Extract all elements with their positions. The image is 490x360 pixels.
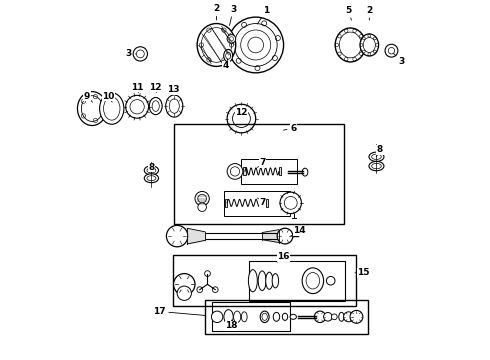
Bar <box>173 124 344 224</box>
Ellipse shape <box>144 166 159 175</box>
Bar <box>243 167 245 175</box>
Circle shape <box>280 192 301 213</box>
Text: 10: 10 <box>102 91 115 102</box>
Circle shape <box>228 17 284 73</box>
Text: 18: 18 <box>225 320 238 330</box>
Circle shape <box>173 274 195 295</box>
Circle shape <box>133 47 147 61</box>
Circle shape <box>211 311 223 323</box>
Bar <box>242 158 297 184</box>
Circle shape <box>197 287 203 293</box>
Ellipse shape <box>302 168 308 176</box>
Ellipse shape <box>260 311 269 323</box>
Text: 6: 6 <box>283 124 296 133</box>
Ellipse shape <box>273 312 280 321</box>
Text: 17: 17 <box>153 307 206 316</box>
Text: 11: 11 <box>131 83 144 93</box>
Ellipse shape <box>339 312 344 321</box>
Ellipse shape <box>369 152 384 161</box>
Ellipse shape <box>360 34 379 56</box>
Ellipse shape <box>166 95 183 117</box>
Circle shape <box>326 276 335 285</box>
Circle shape <box>385 44 398 57</box>
Text: 3: 3 <box>393 53 405 66</box>
Text: 13: 13 <box>167 85 179 95</box>
Bar <box>205 300 368 334</box>
Text: 7: 7 <box>258 198 265 207</box>
Circle shape <box>323 312 332 321</box>
Text: 3: 3 <box>229 5 236 26</box>
Ellipse shape <box>99 93 124 124</box>
Circle shape <box>126 95 148 118</box>
Text: 8: 8 <box>148 163 154 173</box>
Circle shape <box>227 163 243 179</box>
Text: 16: 16 <box>277 252 290 262</box>
Text: 3: 3 <box>126 49 136 58</box>
Bar <box>248 261 345 301</box>
Circle shape <box>350 310 363 323</box>
Circle shape <box>331 314 337 320</box>
Circle shape <box>177 286 192 300</box>
Text: 12: 12 <box>149 83 161 93</box>
Ellipse shape <box>224 49 233 62</box>
Text: 7: 7 <box>258 158 265 167</box>
Ellipse shape <box>242 312 247 322</box>
Circle shape <box>167 225 188 247</box>
Ellipse shape <box>77 91 107 126</box>
Text: 9: 9 <box>84 91 93 102</box>
Circle shape <box>227 35 236 43</box>
Ellipse shape <box>266 272 273 289</box>
Circle shape <box>314 311 326 323</box>
Ellipse shape <box>258 271 266 291</box>
Bar <box>223 192 290 216</box>
Text: 2: 2 <box>213 4 220 20</box>
Bar <box>266 199 268 207</box>
Ellipse shape <box>224 310 233 324</box>
Ellipse shape <box>234 311 241 323</box>
Text: 15: 15 <box>355 268 370 277</box>
Text: 5: 5 <box>345 6 352 20</box>
Ellipse shape <box>144 174 159 183</box>
Ellipse shape <box>197 23 236 66</box>
Ellipse shape <box>369 161 384 171</box>
Ellipse shape <box>282 313 288 320</box>
Circle shape <box>227 104 256 133</box>
Ellipse shape <box>149 98 162 114</box>
Bar <box>279 167 281 175</box>
Text: 1: 1 <box>257 6 270 24</box>
Ellipse shape <box>335 28 366 62</box>
Circle shape <box>205 271 210 276</box>
Bar <box>212 302 290 331</box>
Bar <box>173 255 356 306</box>
Text: 4: 4 <box>223 59 229 70</box>
Circle shape <box>277 228 293 244</box>
Ellipse shape <box>272 274 279 288</box>
Ellipse shape <box>290 314 296 319</box>
Bar <box>225 199 227 207</box>
Circle shape <box>195 192 209 206</box>
Text: 12: 12 <box>235 108 247 117</box>
Circle shape <box>198 203 206 211</box>
Ellipse shape <box>302 268 323 294</box>
Circle shape <box>212 287 218 293</box>
Ellipse shape <box>248 270 257 292</box>
Text: 8: 8 <box>376 145 383 157</box>
Circle shape <box>343 312 354 322</box>
Text: 2: 2 <box>366 6 372 20</box>
Text: 14: 14 <box>291 226 306 236</box>
